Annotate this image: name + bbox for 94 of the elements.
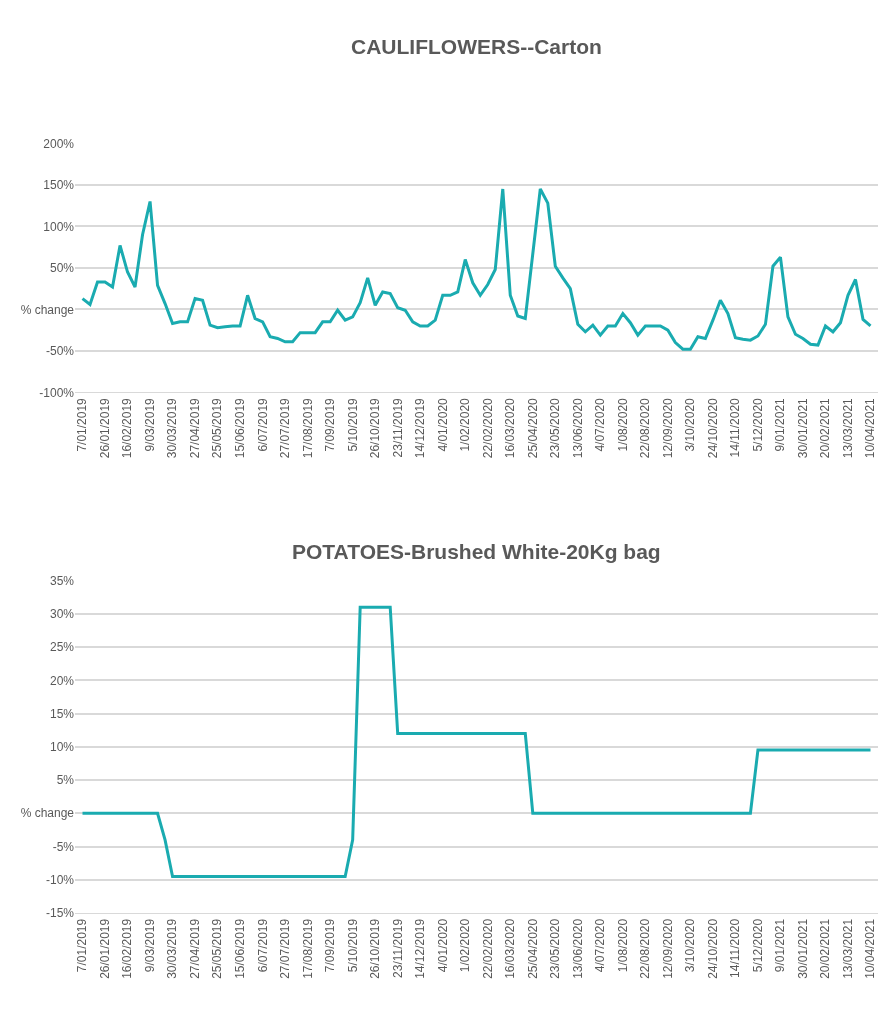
x-tick-label: 27/04/2019	[187, 918, 202, 979]
x-tick-label: 7/09/2019	[323, 918, 338, 973]
x-tick-label: 27/04/2019	[187, 397, 202, 459]
x-tick-label: 20/02/2021	[818, 397, 833, 459]
x-tick-label: 5/10/2019	[345, 918, 360, 973]
x-tick-label: 26/10/2019	[368, 918, 383, 979]
x-tick-label: 24/10/2020	[705, 397, 720, 459]
x-tick-label: 7/01/2019	[75, 397, 90, 452]
x-tick-label: 17/08/2019	[300, 918, 315, 979]
x-tick-label: 1/08/2020	[615, 918, 630, 973]
x-tick-label: 10/04/2021	[863, 918, 878, 979]
x-tick-label: 4/01/2020	[435, 397, 450, 452]
x-tick-label: 22/02/2020	[480, 397, 495, 459]
x-tick-label: 25/04/2020	[525, 918, 540, 979]
x-tick-label: 17/08/2019	[300, 397, 315, 459]
x-tick-label: 14/11/2020	[728, 918, 743, 978]
x-tick-label: 25/05/2019	[210, 397, 225, 459]
y-tick-label: 20%	[49, 673, 75, 688]
x-tick-label: 9/01/2021	[773, 918, 788, 973]
x-tick-label: 22/08/2020	[638, 918, 653, 979]
x-tick-label: 27/07/2019	[278, 397, 293, 459]
x-tick-label: 13/06/2020	[570, 397, 585, 459]
x-tick-label: 15/06/2019	[233, 918, 247, 979]
x-tick-label: 5/12/2020	[750, 397, 765, 452]
x-tick-label: 23/05/2020	[548, 918, 563, 979]
y-tick-label: 30%	[49, 607, 75, 622]
x-tick-label: 10/04/2021	[863, 397, 878, 459]
x-tick-label: 13/06/2020	[570, 918, 585, 979]
x-tick-label: 4/07/2020	[593, 397, 608, 452]
y-tick-label: -50%	[45, 344, 75, 359]
x-tick-label: 14/12/2019	[413, 918, 428, 979]
line-series	[81, 605, 872, 878]
x-tick-label: 13/03/2021	[840, 397, 855, 459]
y-tick-label: -10%	[45, 872, 75, 887]
y-tick-label: % change	[20, 302, 75, 317]
x-tick-label: 15/06/2019	[233, 397, 247, 459]
x-tick-label: 6/07/2019	[255, 918, 270, 973]
x-tick-label: 26/01/2019	[97, 918, 112, 979]
x-tick-label: 30/03/2019	[165, 397, 180, 459]
y-tick-label: % change	[20, 806, 75, 821]
x-tick-label: 9/03/2019	[142, 397, 157, 452]
x-tick-label: 1/02/2020	[458, 918, 473, 973]
x-tick-label: 1/02/2020	[458, 397, 473, 452]
x-tick-label: 7/01/2019	[75, 918, 90, 973]
x-tick-label: 12/09/2020	[660, 918, 675, 979]
y-tick-label: 25%	[49, 640, 75, 655]
x-tick-label: 3/10/2020	[683, 918, 698, 973]
y-tick-label: 10%	[49, 739, 75, 754]
x-tick-label: 3/10/2020	[683, 397, 698, 452]
x-tick-label: 26/10/2019	[368, 397, 383, 459]
x-tick-label: 16/02/2019	[120, 397, 135, 459]
x-tick-label: 14/11/2020	[728, 397, 743, 458]
x-tick-label: 6/07/2019	[255, 397, 270, 452]
x-tick-label: 27/07/2019	[278, 918, 293, 979]
x-tick-label: 23/11/2019	[390, 918, 405, 978]
y-tick-label: 100%	[43, 219, 75, 234]
x-tick-label: 30/01/2021	[795, 397, 810, 459]
chart-title: CAULIFLOWERS--Carton	[351, 35, 602, 58]
x-tick-label: 4/01/2020	[435, 918, 450, 973]
x-tick-label: 26/01/2019	[97, 397, 112, 459]
x-tick-label: 30/01/2021	[795, 918, 810, 979]
x-tick-label: 25/05/2019	[210, 918, 225, 979]
y-tick-label: -15%	[45, 906, 75, 921]
y-tick-label: -100%	[39, 385, 75, 400]
x-tick-label: 16/03/2020	[503, 397, 518, 459]
x-tick-label: 16/02/2019	[120, 918, 135, 979]
y-tick-label: 35%	[49, 573, 75, 588]
x-tick-label: 23/11/2019	[390, 397, 405, 458]
x-tick-label: 13/03/2021	[840, 918, 855, 979]
x-tick-label: 9/03/2019	[142, 918, 157, 973]
x-tick-label: 12/09/2020	[660, 397, 675, 459]
line-series	[81, 187, 872, 351]
y-tick-label: 50%	[49, 261, 75, 276]
y-tick-label: 150%	[43, 178, 75, 193]
y-tick-label: 5%	[56, 773, 75, 788]
x-tick-label: 25/04/2020	[525, 397, 540, 459]
x-tick-label: 22/02/2020	[480, 918, 495, 979]
chart-title: POTATOES-Brushed White-20Kg bag	[292, 540, 661, 563]
x-tick-label: 4/07/2020	[593, 918, 608, 973]
x-tick-label: 1/08/2020	[615, 397, 630, 452]
x-tick-label: 22/08/2020	[638, 397, 653, 459]
y-tick-label: 15%	[49, 706, 75, 721]
x-tick-label: 30/03/2019	[165, 918, 180, 979]
y-tick-label: -5%	[52, 839, 75, 854]
x-tick-label: 20/02/2021	[818, 918, 833, 979]
x-tick-label: 23/05/2020	[548, 397, 563, 459]
x-tick-label: 14/12/2019	[413, 397, 428, 459]
x-tick-label: 5/10/2019	[345, 397, 360, 452]
x-tick-label: 7/09/2019	[323, 397, 338, 452]
x-tick-label: 5/12/2020	[750, 918, 765, 973]
x-tick-label: 9/01/2021	[773, 397, 788, 452]
y-tick-label: 200%	[43, 136, 75, 151]
x-tick-label: 16/03/2020	[503, 918, 518, 979]
x-tick-label: 24/10/2020	[705, 918, 720, 979]
